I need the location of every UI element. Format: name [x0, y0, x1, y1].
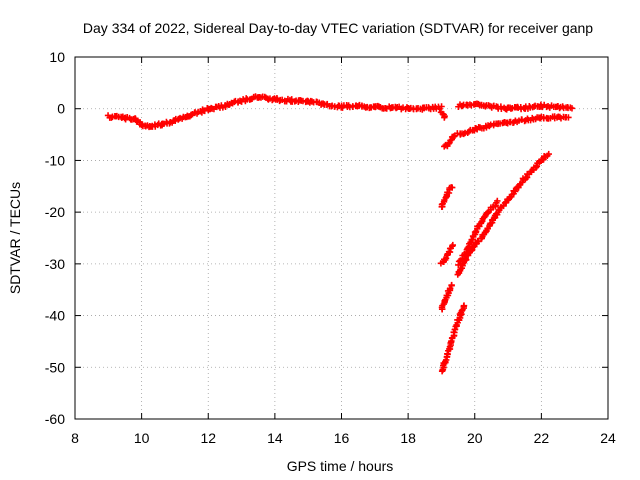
x-tick-label: 18	[400, 430, 416, 446]
y-tick-label: -60	[45, 411, 65, 427]
x-tick-label: 12	[200, 430, 216, 446]
x-tick-label: 24	[600, 430, 616, 446]
x-tick-label: 10	[134, 430, 150, 446]
y-tick-label: -20	[45, 204, 65, 220]
y-tick-label: -30	[45, 256, 65, 272]
data-points	[105, 93, 575, 374]
x-tick-label: 16	[334, 430, 350, 446]
y-tick-label: -10	[45, 152, 65, 168]
x-tick-label: 8	[71, 430, 79, 446]
y-axis-label: SDTVAR / TECUs	[7, 182, 23, 294]
x-axis-label: GPS time / hours	[287, 458, 394, 474]
y-tick-label: -50	[45, 359, 65, 375]
y-tick-label: 10	[49, 49, 65, 65]
x-tick-label: 14	[267, 430, 283, 446]
x-tick-label: 22	[534, 430, 550, 446]
x-tick-label: 20	[467, 430, 483, 446]
series-ascending-arcs	[454, 113, 571, 278]
y-tick-label: 0	[57, 101, 65, 117]
chart: Day 334 of 2022, Sidereal Day-to-day VTE…	[0, 0, 640, 480]
series-descending-arcs	[438, 109, 467, 374]
y-tick-label: -40	[45, 308, 65, 324]
chart-title: Day 334 of 2022, Sidereal Day-to-day VTE…	[83, 20, 593, 36]
